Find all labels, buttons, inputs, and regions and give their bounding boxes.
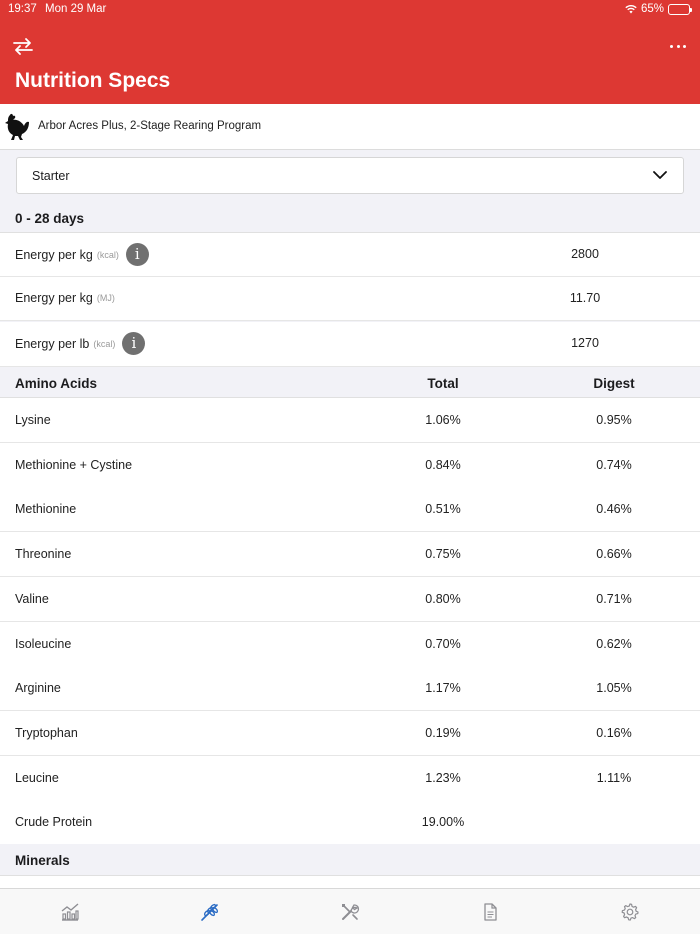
amino-acid-row: Tryptophan 0.19% 0.16%	[0, 710, 700, 756]
amino-acid-digest: 0.95%	[596, 413, 632, 427]
amino-acid-total: 0.84%	[425, 457, 461, 472]
energy-label-text: Energy per lb	[15, 336, 90, 351]
wifi-icon	[625, 5, 637, 14]
status-time: 19:37	[8, 3, 37, 15]
tab-bar	[0, 888, 700, 934]
swap-arrows-icon[interactable]	[12, 37, 34, 55]
status-date: Mon 29 Mar	[45, 3, 107, 15]
program-label: Arbor Acres Plus, 2-Stage Rearing Progra…	[38, 120, 262, 132]
amino-acid-total: 0.19%	[425, 725, 461, 740]
amino-acid-name: Methionine + Cystine	[15, 457, 133, 472]
energy-unit: (kcal)	[93, 338, 116, 349]
amino-acid-name: Crude Protein	[15, 815, 93, 830]
amino-acid-digest: 0.46%	[596, 502, 632, 517]
amino-acid-total: 0.75%	[425, 547, 461, 562]
more-dots-icon[interactable]	[670, 38, 686, 54]
amino-acid-digest: 1.05%	[596, 681, 632, 696]
amino-acid-row: Isoleucine 0.70% 0.62%	[0, 621, 700, 667]
energy-unit: (kcal)	[96, 249, 119, 260]
amino-acids-header: Amino Acids Total Digest	[0, 367, 700, 398]
amino-acid-row: Valine 0.80% 0.71%	[0, 576, 700, 622]
document-icon[interactable]	[480, 902, 500, 922]
energy-value: 1270	[571, 336, 599, 350]
amino-acid-total: 1.06%	[425, 413, 461, 427]
feed-grain-icon[interactable]	[200, 902, 220, 922]
settings-gear-icon[interactable]	[620, 902, 640, 922]
amino-acid-name: Methionine	[15, 502, 77, 517]
amino-acid-name: Threonine	[15, 547, 72, 562]
energy-value: 11.70	[569, 291, 601, 305]
phase-select-value: Starter	[32, 169, 70, 183]
amino-acid-row: Arginine 1.17% 1.05%	[0, 666, 700, 712]
energy-label: Energy per kg (kcal) i	[15, 243, 149, 266]
energy-label: Energy per kg (MJ)	[15, 291, 115, 305]
amino-acid-digest: 0.71%	[596, 591, 632, 606]
status-bar: 19:37 Mon 29 Mar 65%	[0, 3, 700, 19]
period-header: 0 - 28 days	[0, 202, 700, 233]
performance-chart-icon[interactable]	[60, 902, 80, 922]
amino-acid-name: Tryptophan	[15, 725, 78, 740]
minerals-label: Minerals	[15, 853, 70, 868]
app-header: 19:37 Mon 29 Mar 65% Nutrition Specs	[0, 0, 700, 104]
amino-acid-name: Leucine	[15, 770, 59, 785]
amino-acid-digest: 0.74%	[596, 457, 632, 472]
amino-acid-row: Leucine 1.23% 1.11%	[0, 755, 700, 801]
amino-acid-row: Methionine 0.51% 0.46%	[0, 487, 700, 533]
amino-acids-label: Amino Acids	[15, 376, 98, 391]
amino-acid-row: Threonine 0.75% 0.66%	[0, 532, 700, 578]
amino-acid-name: Lysine	[15, 413, 51, 427]
amino-acid-row: Crude Protein 19.00%	[0, 800, 700, 846]
amino-acid-total: 0.70%	[425, 636, 461, 651]
amino-acid-digest: 0.62%	[596, 636, 632, 651]
info-icon[interactable]: i	[125, 243, 149, 266]
amino-acid-name: Arginine	[15, 681, 61, 696]
phase-select[interactable]: Starter	[16, 157, 684, 194]
amino-acid-row: Lysine 1.06% 0.95%	[0, 398, 700, 443]
minerals-header: Minerals	[0, 844, 700, 876]
energy-label-text: Energy per kg	[15, 247, 93, 262]
digest-column-header: Digest	[593, 376, 635, 391]
energy-unit: (MJ)	[96, 293, 115, 303]
chevron-down-icon	[653, 171, 667, 179]
energy-value: 2800	[571, 247, 599, 261]
program-bar[interactable]: Arbor Acres Plus, 2-Stage Rearing Progra…	[0, 104, 700, 150]
page-title: Nutrition Specs	[15, 69, 171, 92]
energy-row: Energy per kg (MJ) 11.70	[0, 277, 700, 321]
minerals-row-partial	[0, 876, 700, 888]
energy-label: Energy per lb (kcal) i	[15, 332, 146, 355]
amino-acid-total: 19.00%	[421, 815, 465, 830]
amino-acid-digest: 0.66%	[596, 547, 632, 562]
amino-acid-row: Methionine + Cystine 0.84% 0.74%	[0, 442, 700, 488]
hen-icon	[5, 113, 29, 140]
phase-select-container: Starter	[0, 150, 700, 202]
amino-acid-digest: 0.16%	[596, 725, 632, 740]
energy-row: Energy per kg (kcal) i 2800	[0, 233, 700, 277]
amino-acid-name: Isoleucine	[15, 636, 72, 651]
total-column-header: Total	[427, 376, 459, 391]
battery-percent: 65%	[640, 3, 664, 15]
battery-icon	[668, 3, 692, 15]
amino-acid-total: 0.51%	[425, 502, 461, 517]
amino-acid-name: Valine	[15, 591, 49, 606]
status-right: 65%	[625, 3, 692, 15]
energy-label-text: Energy per kg	[15, 291, 93, 305]
tools-icon[interactable]	[340, 902, 360, 922]
amino-acid-digest: 1.11%	[596, 770, 632, 785]
amino-acid-total: 0.80%	[425, 591, 461, 606]
energy-row: Energy per lb (kcal) i 1270	[0, 322, 700, 367]
amino-acid-total: 1.23%	[425, 770, 461, 785]
info-icon[interactable]: i	[122, 332, 146, 355]
period-label: 0 - 28 days	[15, 211, 85, 226]
amino-acid-total: 1.17%	[425, 681, 461, 696]
